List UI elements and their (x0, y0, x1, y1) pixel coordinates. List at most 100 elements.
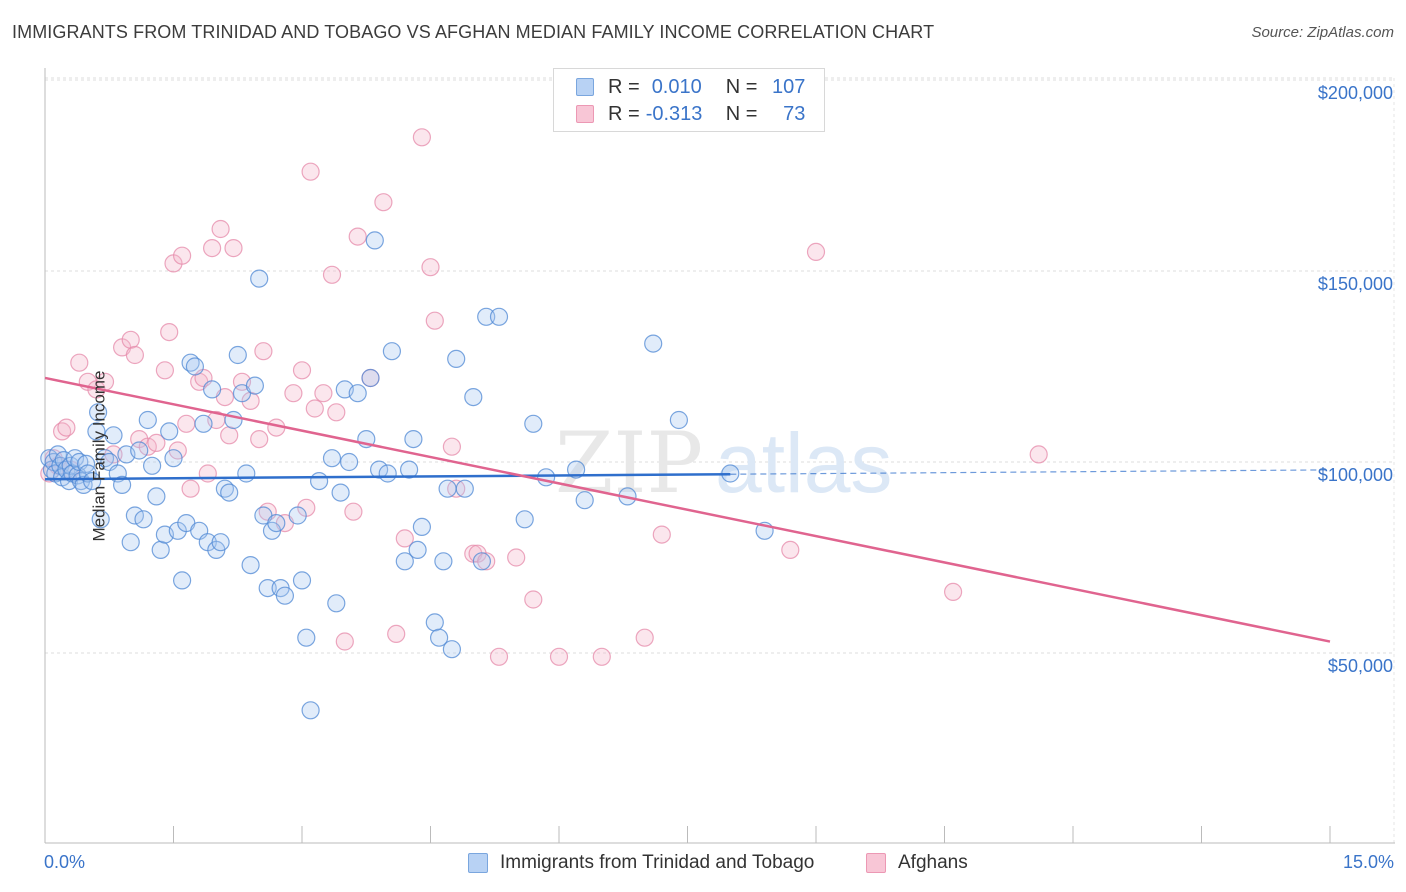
trinidad-point (220, 483, 239, 502)
trinidad-point (348, 384, 367, 403)
trinidad-point (288, 506, 307, 525)
legend-r-value-afghans: -0.313 (645, 102, 703, 125)
trinidad-point (361, 368, 380, 388)
afghans-point (322, 265, 342, 284)
afghans-point (203, 239, 222, 258)
trinidad-point (112, 475, 132, 494)
afghans-point (374, 193, 393, 212)
trinidad-point (408, 540, 427, 560)
y-tick-label: $100,000 (1318, 465, 1393, 485)
afghans-point (1029, 445, 1048, 464)
trinidad-point (138, 410, 157, 430)
afghans-trend-line (44, 376, 1331, 643)
trinidad-point (164, 449, 183, 468)
afghans-point (177, 414, 196, 433)
legend-r-value-trinidad: 0.010 (651, 75, 702, 98)
trinidad-point (455, 479, 474, 498)
trinidad-point (194, 414, 213, 433)
trinidad-point (228, 345, 247, 365)
trinidad-point (143, 456, 162, 475)
trinidad-point (566, 460, 586, 479)
afghans-point (147, 433, 166, 452)
trinidad-point (88, 403, 108, 422)
trinidad-point (447, 349, 466, 368)
trinidad-point (241, 555, 260, 575)
afghans-point (224, 239, 243, 258)
x-tick-label-max: 15.0% (1342, 852, 1394, 872)
afghans-point (344, 502, 363, 521)
trinidad-point (258, 578, 277, 598)
trinidad-point (442, 640, 461, 659)
trinidad-point (669, 410, 689, 430)
trinidad-point (412, 517, 431, 537)
afghans-point (314, 384, 333, 403)
trinidad-point (331, 483, 350, 502)
watermark: ZIP atlas (555, 414, 892, 512)
trinidad-point (395, 552, 414, 571)
trinidad-point (644, 334, 663, 353)
afghans-point (250, 430, 269, 449)
afghans-point (327, 403, 346, 422)
trinidad-point (536, 468, 556, 487)
series-name-afghans: Afghans (898, 852, 968, 873)
afghans-point (211, 219, 230, 239)
trinidad-point (160, 422, 179, 441)
afghans-point (592, 647, 611, 666)
afghans-point (652, 525, 671, 544)
trinidad-point (370, 460, 389, 479)
trinidad-point (430, 628, 449, 647)
afghans-point (70, 353, 89, 372)
series-swatch-trinidad (468, 853, 488, 873)
correlation-legend: R = 0.010 N = 107 R = -0.313 N = 73 (553, 68, 825, 132)
afghans-point (489, 647, 509, 666)
afghans-point (806, 242, 826, 261)
y-tick-label: $200,000 (1318, 83, 1393, 103)
afghans-point (160, 323, 179, 342)
trinidad-point (477, 307, 496, 326)
y-axis-label: Median Family Income (89, 370, 109, 542)
afghans-point (395, 529, 414, 548)
afghans-point (301, 162, 320, 181)
trinidad-point (125, 506, 144, 525)
afghans-point (57, 418, 76, 437)
series-legend: Immigrants from Trinidad and Tobago Afgh… (0, 852, 1406, 876)
trinidad-point (203, 380, 222, 399)
afghans-point (412, 128, 431, 147)
trinidad-point (340, 452, 359, 472)
trinidad-point (434, 552, 453, 571)
trinidad-point (237, 464, 256, 483)
afghans-point (121, 330, 140, 349)
trinidad-point (147, 487, 166, 506)
afghans-point (549, 647, 569, 666)
afghans-point (181, 479, 200, 498)
watermark-atlas: atlas (715, 416, 892, 510)
afghans-point (284, 384, 303, 403)
legend-swatch-afghans (576, 105, 594, 123)
legend-swatch-trinidad (576, 78, 594, 96)
legend-n-value-trinidad: 107 (772, 75, 806, 98)
trinidad-points (40, 231, 774, 720)
trinidad-point (211, 533, 230, 552)
trinidad-point (515, 510, 534, 529)
afghans-point (198, 464, 217, 483)
series-name-trinidad: Immigrants from Trinidad and Tobago (500, 852, 815, 873)
afghans-point (477, 552, 496, 571)
afghans-point (254, 342, 273, 361)
y-tick-label: $50,000 (1328, 656, 1393, 676)
afghans-points (40, 128, 1048, 666)
trinidad-point (250, 269, 269, 288)
trinidad-point (400, 460, 419, 479)
y-tick-labels: $50,000 $100,000 $150,000 $200,000 (1318, 83, 1393, 676)
afghans-point (305, 399, 324, 418)
legend-row-trinidad: R = 0.010 N = 107 (554, 73, 805, 101)
trinidad-point (173, 571, 192, 590)
trinidad-point (489, 307, 509, 326)
trinidad-point (472, 552, 491, 571)
series-swatch-afghans (866, 853, 886, 873)
trinidad-point (87, 422, 106, 441)
trinidad-point (425, 613, 444, 632)
trinidad-point (275, 586, 294, 605)
trinidad-point (292, 571, 312, 590)
trinidad-point (267, 513, 286, 533)
afghans-point (943, 582, 963, 602)
